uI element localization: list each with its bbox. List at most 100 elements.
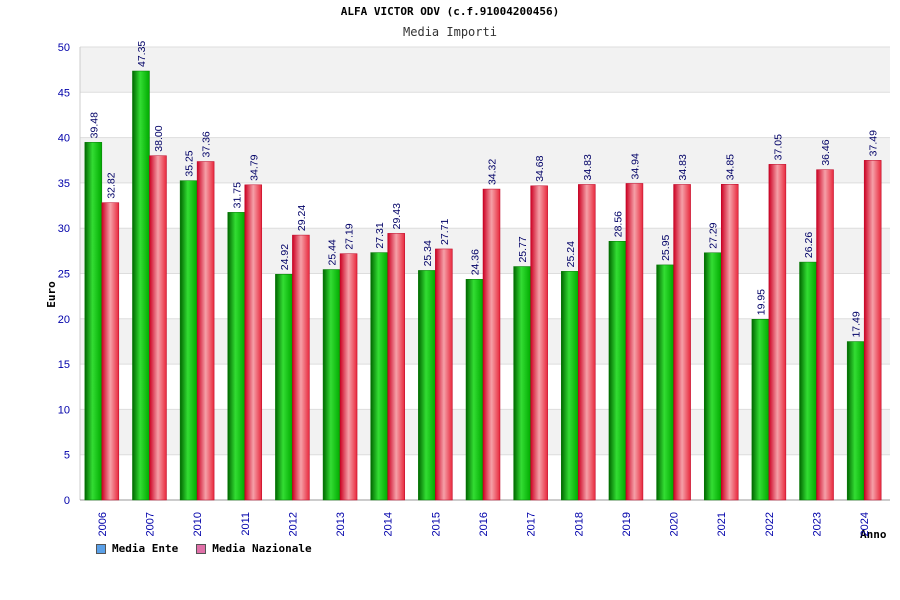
x-tick-label: 2021 — [716, 512, 728, 536]
bar-media-ente-2015 — [418, 270, 436, 501]
bar-value-label: 34.83 — [677, 154, 689, 180]
bar-value-label: 17.49 — [851, 311, 863, 337]
legend-item-media-ente: Media Ente — [96, 542, 178, 555]
bar-value-label: 34.79 — [248, 154, 260, 180]
bar-value-label: 34.68 — [534, 155, 546, 181]
x-tick-label: 2018 — [573, 512, 585, 536]
legend-item-media-nazionale: Media Nazionale — [196, 542, 312, 555]
bar-value-label: 37.49 — [868, 130, 880, 156]
bar-media-nazionale-2022 — [768, 164, 787, 501]
y-tick-label: 5 — [64, 450, 70, 462]
bar-value-label: 27.71 — [439, 219, 451, 245]
bar-media-nazionale-2012 — [292, 234, 310, 501]
bar-media-nazionale-2014 — [387, 233, 405, 501]
bar-media-ente-2006 — [84, 142, 103, 501]
bar-media-ente-2021 — [703, 252, 722, 501]
bar-value-label: 34.94 — [629, 153, 641, 179]
x-tick-label: 2019 — [621, 512, 633, 536]
y-tick-label: 50 — [58, 42, 70, 54]
y-tick-label: 10 — [58, 404, 70, 416]
x-tick-label: 2013 — [335, 512, 347, 536]
bar-media-nazionale-2016 — [482, 188, 501, 501]
x-tick-label: 2010 — [192, 512, 204, 536]
bar-value-label: 34.85 — [725, 154, 737, 180]
y-tick-label: 30 — [58, 223, 70, 235]
bar-value-label: 35.25 — [184, 150, 196, 176]
bar-media-ente-2023 — [799, 261, 817, 501]
bar-value-label: 19.95 — [755, 289, 767, 315]
bar-value-label: 29.43 — [391, 203, 403, 229]
bar-media-ente-2011 — [227, 212, 246, 501]
bar-media-nazionale-2006 — [101, 202, 120, 501]
x-tick-label: 2020 — [669, 512, 681, 536]
x-tick-label: 2006 — [97, 512, 109, 536]
plot-band — [80, 47, 890, 93]
bar-media-nazionale-2019 — [625, 183, 644, 501]
bar-value-label: 25.95 — [660, 234, 672, 260]
bar-media-ente-2010 — [179, 180, 198, 501]
bar-media-nazionale-2011 — [244, 184, 263, 501]
bar-value-label: 36.46 — [820, 139, 832, 165]
bar-value-label: 27.31 — [374, 222, 386, 248]
bar-media-nazionale-2015 — [435, 248, 453, 501]
x-tick-label: 2022 — [764, 512, 776, 536]
bar-media-nazionale-2017 — [530, 185, 548, 501]
bar-media-ente-2007 — [132, 70, 150, 501]
bar-value-label: 34.32 — [487, 159, 499, 185]
bar-value-label: 32.82 — [105, 172, 117, 198]
x-tick-label: 2012 — [287, 512, 299, 536]
bar-value-label: 29.24 — [296, 205, 308, 231]
y-tick-label: 0 — [64, 495, 70, 507]
bar-media-ente-2022 — [751, 319, 770, 501]
bar-media-ente-2016 — [465, 279, 484, 501]
bar-value-label: 24.92 — [279, 244, 291, 270]
bar-value-label: 47.35 — [136, 41, 148, 67]
bar-value-label: 24.36 — [470, 249, 482, 275]
bar-media-ente-2018 — [561, 271, 579, 501]
bar-value-label: 39.48 — [88, 112, 100, 138]
x-axis-label: Anno — [860, 528, 887, 541]
x-tick-label: 2007 — [144, 512, 156, 536]
bar-media-nazionale-2024 — [863, 160, 882, 501]
y-tick-label: 35 — [58, 178, 70, 190]
bar-media-nazionale-2013 — [339, 253, 358, 501]
bar-value-label: 27.19 — [344, 223, 356, 249]
bar-value-label: 25.24 — [565, 241, 577, 267]
y-tick-label: 25 — [58, 269, 70, 281]
bar-value-label: 25.77 — [517, 236, 529, 262]
y-tick-label: 20 — [58, 314, 70, 326]
bar-value-label: 26.26 — [803, 232, 815, 258]
bar-value-label: 37.05 — [772, 134, 784, 160]
legend-swatch-media-ente — [96, 543, 106, 554]
y-tick-label: 40 — [58, 133, 70, 145]
legend-label-media-nazionale: Media Nazionale — [212, 542, 312, 555]
bar-value-label: 37.36 — [201, 131, 213, 157]
bar-media-ente-2017 — [513, 266, 531, 501]
bar-media-nazionale-2018 — [578, 184, 596, 501]
bar-value-label: 28.56 — [612, 211, 624, 237]
chart-subtitle: Media Importi — [403, 25, 497, 39]
bar-value-label: 27.29 — [708, 222, 720, 248]
bar-media-ente-2012 — [275, 273, 293, 501]
bar-media-ente-2013 — [322, 269, 341, 501]
bar-media-nazionale-2023 — [816, 169, 834, 501]
x-tick-label: 2014 — [383, 512, 395, 536]
bar-media-ente-2024 — [846, 341, 865, 501]
chart-title: ALFA VICTOR ODV (c.f.91004200456) — [340, 5, 560, 18]
bar-media-ente-2020 — [656, 264, 674, 501]
y-tick-label: 15 — [58, 359, 70, 371]
legend-label-media-ente: Media Ente — [112, 542, 179, 555]
x-tick-label: 2017 — [526, 512, 538, 536]
bar-value-label: 25.34 — [422, 240, 434, 266]
bar-media-nazionale-2010 — [196, 161, 215, 501]
bar-value-label: 25.44 — [327, 239, 339, 265]
x-tick-label: 2024 — [859, 512, 871, 536]
plot-band — [80, 92, 890, 138]
x-tick-label: 2011 — [240, 512, 252, 536]
legend-swatch-media-nazionale — [196, 543, 207, 554]
y-tick-label: 45 — [58, 87, 70, 99]
bar-value-label: 38.00 — [153, 125, 165, 151]
bar-media-nazionale-2021 — [720, 184, 739, 501]
bar-media-ente-2014 — [370, 252, 388, 501]
